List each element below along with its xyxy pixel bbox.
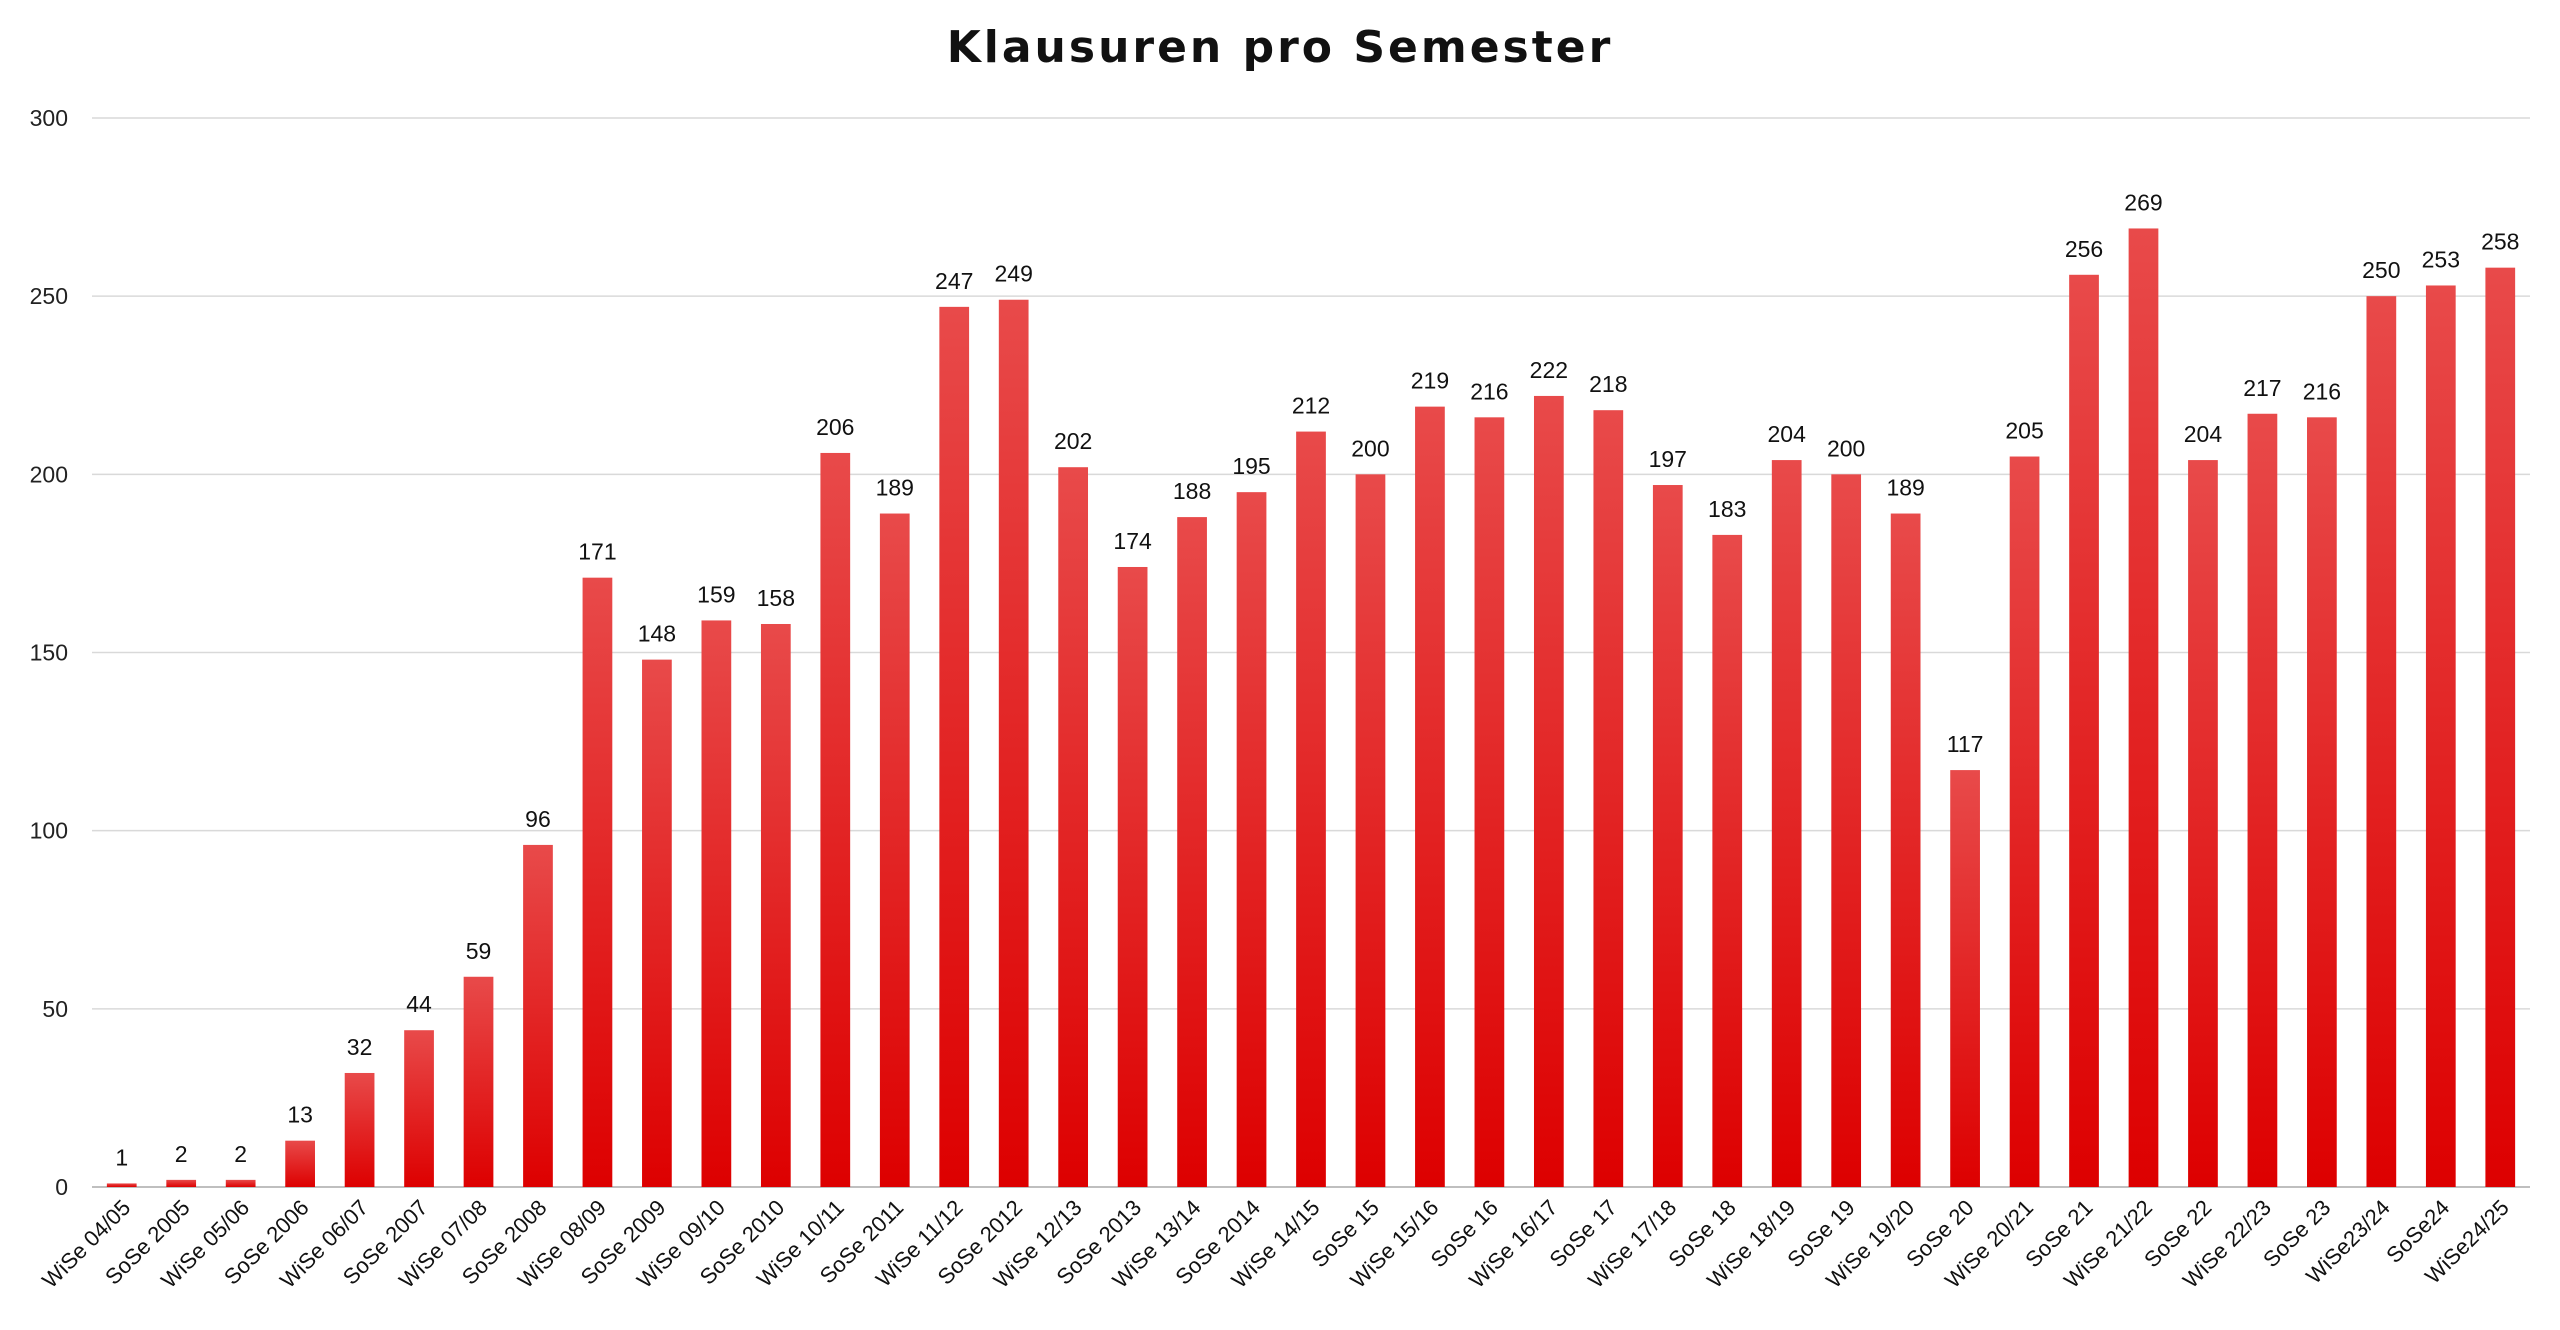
data-label: 253 bbox=[2422, 246, 2460, 272]
bar bbox=[998, 299, 1029, 1188]
bar bbox=[1058, 467, 1089, 1187]
y-tick-label: 300 bbox=[30, 105, 68, 131]
data-label: 222 bbox=[1530, 357, 1568, 383]
bar bbox=[2128, 228, 2159, 1188]
y-tick-label: 100 bbox=[30, 818, 68, 844]
bar bbox=[344, 1072, 375, 1187]
bars bbox=[106, 228, 2516, 1188]
bar bbox=[1890, 513, 1921, 1187]
data-label: 258 bbox=[2481, 229, 2519, 255]
bar bbox=[2485, 267, 2516, 1187]
bar bbox=[225, 1179, 256, 1187]
y-tick-label: 200 bbox=[30, 461, 68, 487]
data-label: 204 bbox=[1768, 421, 1807, 447]
bar bbox=[1415, 406, 1445, 1187]
data-label: 219 bbox=[1411, 368, 1449, 394]
data-label: 2 bbox=[175, 1141, 188, 1167]
data-label: 59 bbox=[466, 938, 492, 964]
data-label: 148 bbox=[638, 621, 676, 647]
data-label: 200 bbox=[1351, 435, 1389, 461]
bar bbox=[1474, 417, 1505, 1187]
bar bbox=[760, 623, 791, 1187]
bar bbox=[1712, 534, 1743, 1187]
bar bbox=[879, 513, 910, 1187]
data-label: 13 bbox=[287, 1102, 313, 1128]
bar bbox=[820, 452, 851, 1187]
bar bbox=[939, 306, 970, 1187]
bar bbox=[2009, 456, 2040, 1187]
bar bbox=[1950, 770, 1980, 1187]
bar bbox=[1831, 474, 1862, 1187]
y-axis-ticks: 0 50 100 150 200 250 300 bbox=[30, 105, 68, 1200]
bar bbox=[2069, 274, 2099, 1188]
bar bbox=[701, 620, 732, 1187]
data-label: 200 bbox=[1827, 435, 1865, 461]
bar bbox=[1533, 395, 1564, 1187]
data-label: 247 bbox=[935, 268, 973, 294]
data-label: 159 bbox=[697, 581, 735, 607]
bar bbox=[1355, 474, 1386, 1187]
data-labels: 1 2 2 13 32 44 59 96 171 148 159 158 206 189 247 249 202… bbox=[115, 189, 2519, 1170]
data-label: 216 bbox=[2303, 378, 2341, 404]
bar bbox=[2247, 413, 2278, 1187]
data-label: 217 bbox=[2243, 375, 2281, 401]
data-label: 249 bbox=[994, 261, 1032, 287]
data-label: 218 bbox=[1589, 371, 1627, 397]
data-label: 189 bbox=[876, 475, 914, 501]
chart-title: Klausuren pro Semester bbox=[946, 22, 1614, 73]
y-tick-label: 150 bbox=[30, 640, 68, 666]
data-label: 216 bbox=[1470, 378, 1508, 404]
data-label: 202 bbox=[1054, 428, 1092, 454]
bar bbox=[285, 1140, 315, 1187]
data-label: 206 bbox=[816, 414, 854, 440]
bar bbox=[2425, 285, 2456, 1187]
data-label: 32 bbox=[347, 1034, 373, 1060]
bar bbox=[1296, 431, 1326, 1187]
bar bbox=[582, 577, 613, 1187]
data-label: 250 bbox=[2362, 257, 2400, 283]
data-label: 96 bbox=[525, 806, 551, 832]
y-tick-label: 0 bbox=[55, 1174, 68, 1200]
bar bbox=[2366, 296, 2397, 1188]
data-label: 204 bbox=[2184, 421, 2223, 447]
data-label: 44 bbox=[406, 991, 432, 1017]
bar bbox=[1236, 492, 1267, 1187]
bar bbox=[2188, 460, 2218, 1188]
bar bbox=[1593, 410, 1624, 1187]
data-label: 2 bbox=[234, 1141, 247, 1167]
data-label: 171 bbox=[578, 539, 616, 565]
data-label: 117 bbox=[1947, 731, 1984, 757]
y-tick-label: 50 bbox=[42, 996, 68, 1022]
data-label: 256 bbox=[2065, 236, 2103, 262]
data-label: 195 bbox=[1232, 453, 1270, 479]
data-label: 158 bbox=[757, 585, 795, 611]
data-label: 205 bbox=[2005, 418, 2043, 444]
bar bbox=[1117, 566, 1148, 1187]
bar bbox=[523, 844, 553, 1187]
bar bbox=[2307, 417, 2337, 1187]
bar bbox=[404, 1030, 434, 1187]
bar bbox=[1177, 517, 1207, 1187]
bar bbox=[463, 976, 494, 1187]
bar bbox=[106, 1183, 137, 1187]
data-label: 269 bbox=[2124, 189, 2162, 215]
data-label: 212 bbox=[1292, 393, 1330, 419]
data-label: 183 bbox=[1708, 496, 1746, 522]
data-label: 189 bbox=[1886, 475, 1924, 501]
data-label: 188 bbox=[1173, 478, 1211, 504]
bar bbox=[166, 1179, 197, 1187]
bar bbox=[1771, 460, 1802, 1188]
data-label: 197 bbox=[1649, 446, 1687, 472]
y-tick-label: 250 bbox=[30, 283, 68, 309]
data-label: 174 bbox=[1113, 528, 1152, 554]
bar bbox=[1652, 485, 1683, 1188]
data-label: 1 bbox=[115, 1144, 128, 1170]
bar bbox=[642, 659, 672, 1187]
